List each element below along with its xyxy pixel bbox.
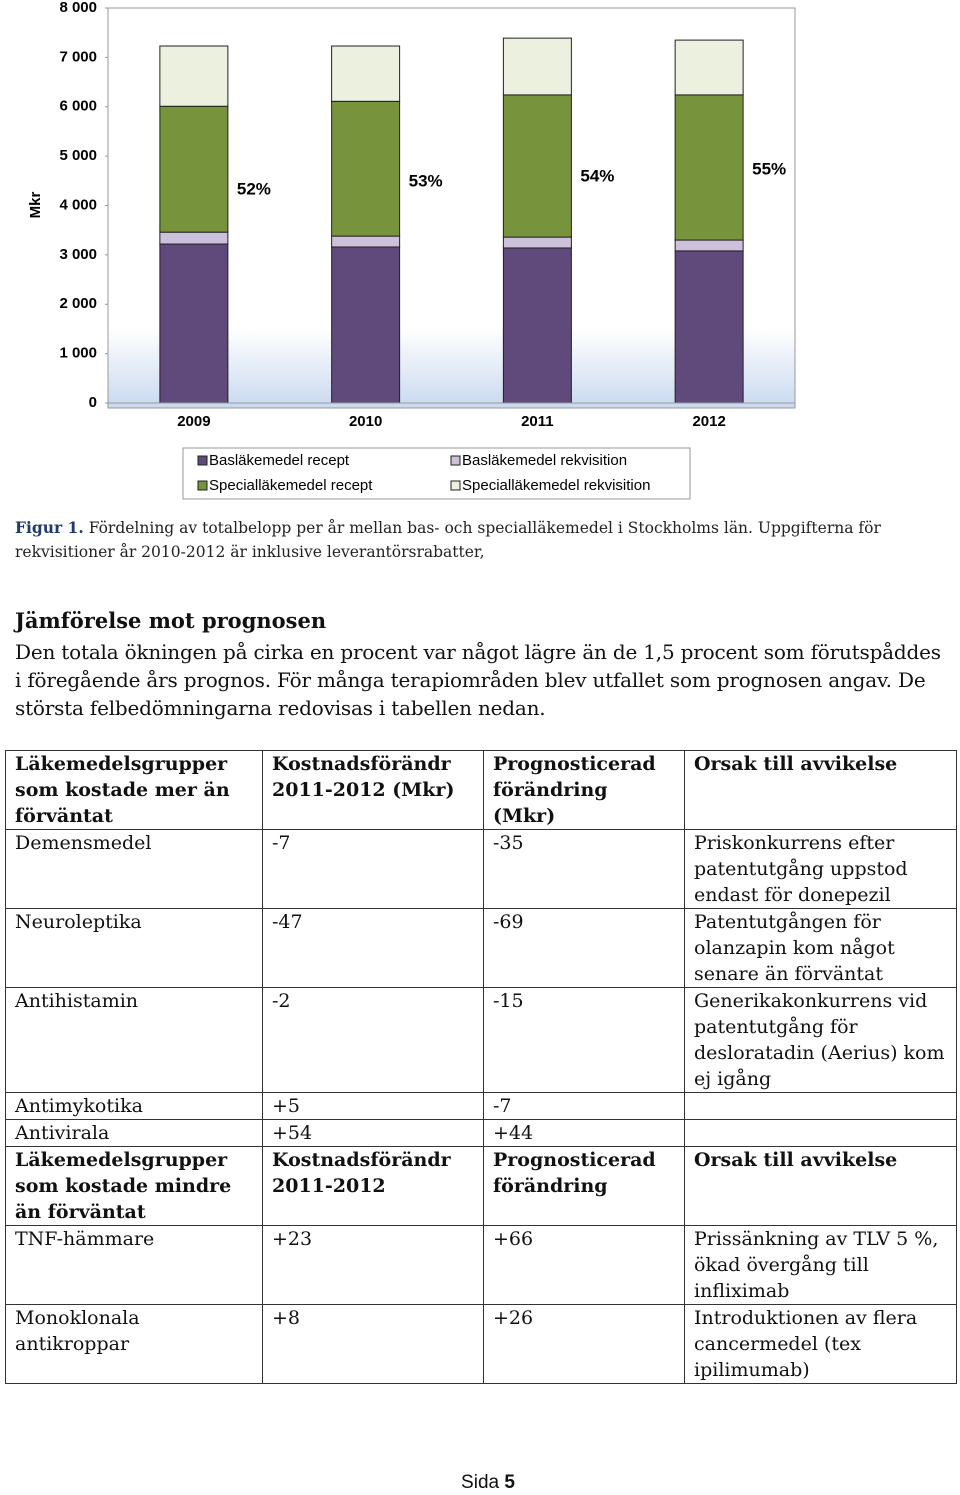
annotation: 55% xyxy=(752,159,786,178)
bar-segment xyxy=(502,247,572,404)
y-tick-label: 5 000 xyxy=(59,147,97,164)
bar-segment xyxy=(159,243,229,404)
table-cell: Demensmedel xyxy=(5,829,263,909)
bar-segment xyxy=(674,239,744,252)
table-cell: Antihistamin xyxy=(5,987,263,1093)
header-cell: Prognosticerad förändring xyxy=(483,1146,685,1226)
x-tick-label: 2011 xyxy=(521,413,554,430)
table-cell: +8 xyxy=(262,1304,484,1384)
annotation: 52% xyxy=(237,179,271,198)
y-tick-label: 1 000 xyxy=(59,345,97,362)
legend-swatch xyxy=(197,455,208,466)
page-number: 5 xyxy=(504,1472,515,1493)
x-tick-label: 2012 xyxy=(692,413,725,430)
y-tick-label: 3 000 xyxy=(59,246,97,263)
caption-label: Figur 1. xyxy=(15,518,84,537)
bar-segment xyxy=(331,246,401,404)
empty-cell xyxy=(684,1092,957,1120)
bar-segment xyxy=(674,39,744,96)
section-heading: Jämförelse mot prognosen xyxy=(15,608,327,633)
page-footer: Sida 5 xyxy=(0,1472,960,1494)
y-tick-label: 8 000 xyxy=(59,0,97,16)
header-cell: Kostnadsförändr 2011-2012 (Mkr) xyxy=(262,750,484,830)
table-cell: Priskonkurrens efter patentutgång uppsto… xyxy=(684,829,957,909)
table-cell: +44 xyxy=(483,1119,685,1147)
legend xyxy=(182,447,691,500)
annotation: 54% xyxy=(580,166,614,185)
table-cell: +23 xyxy=(262,1225,484,1305)
legend-swatch xyxy=(450,455,461,466)
table-cell: +26 xyxy=(483,1304,685,1384)
table-row: Antihistamin -2 -15 Generikakonkurrens vid … xyxy=(5,987,957,1093)
chart: Mkr 0 1 000 2 000 3 000 4 000 5 000 6 000 7 000… xyxy=(27,0,796,500)
table-cell: +54 xyxy=(262,1119,484,1147)
table-cell: Introduktionen av flera cancermedel (tex… xyxy=(684,1304,957,1384)
y-axis-label: Mkr xyxy=(27,192,44,219)
table-cell: Antimykotika xyxy=(5,1092,263,1120)
bar-segment xyxy=(502,37,572,96)
header-row: Läkemedelsgrupper som kostade mindre än … xyxy=(5,1146,957,1226)
bar-segment xyxy=(331,235,401,248)
table-cell: -7 xyxy=(262,829,484,909)
table-row: Antivirala +54 +44 xyxy=(5,1119,957,1147)
table-cell: +66 xyxy=(483,1225,685,1305)
table-cell: Neuroleptika xyxy=(5,908,263,988)
y-tick-label: 2 000 xyxy=(59,295,97,312)
header-cell: Läkemedelsgrupper som kostade mindre än … xyxy=(5,1146,263,1226)
bar-segment xyxy=(674,94,744,241)
footer-label: Sida xyxy=(461,1472,500,1493)
bar-segment xyxy=(159,231,229,245)
legend-swatch xyxy=(450,480,461,491)
annotation: 53% xyxy=(409,171,443,190)
header-cell: Läkemedelsgrupper som kostade mer än för… xyxy=(5,750,263,830)
figure-caption: Figur 1. Fördelning av totalbelopp per å… xyxy=(15,516,945,564)
bar-segment xyxy=(502,236,572,249)
bar-segment xyxy=(331,100,401,237)
bar-segment xyxy=(502,94,572,238)
table-cell: -35 xyxy=(483,829,685,909)
header-cell: Orsak till avvikelse xyxy=(684,750,957,830)
table-row: Antimykotika +5 -7 xyxy=(5,1092,957,1120)
y-tick-label: 4 000 xyxy=(59,196,97,213)
bar-segment xyxy=(159,105,229,233)
legend-label: Specialläkemedel rekvisition xyxy=(462,477,650,494)
legend-label: Basläkemedel rekvisition xyxy=(462,452,627,469)
deviation-table: Läkemedelsgrupper som kostade mer än för… xyxy=(5,750,957,1384)
legend-label: Basläkemedel recept xyxy=(209,452,350,469)
empty-cell xyxy=(684,1119,957,1147)
table-cell: +5 xyxy=(262,1092,484,1120)
table-cell: Monoklonala antikroppar xyxy=(5,1304,263,1384)
x-tick-label: 2010 xyxy=(349,413,382,430)
bar-segment xyxy=(331,45,401,102)
table-cell: Generikakonkurrens vid patentutgång för … xyxy=(684,987,957,1093)
table-cell: TNF-hämmare xyxy=(5,1225,263,1305)
header-cell: Kostnadsförändr 2011-2012 xyxy=(262,1146,484,1226)
y-tick-label: 7 000 xyxy=(59,48,97,65)
bar-segment xyxy=(674,250,744,404)
y-tick-label: 6 000 xyxy=(59,98,97,115)
table-row: TNF-hämmare +23 +66 Prissänkning av TLV 5 %… xyxy=(5,1225,957,1305)
table-cell: -47 xyxy=(262,908,484,988)
legend-label: Specialläkemedel recept xyxy=(209,477,373,494)
header-cell: Orsak till avvikelse xyxy=(684,1146,957,1226)
table-cell: -15 xyxy=(483,987,685,1093)
section-paragraph: Den totala ökningen på cirka en procent … xyxy=(15,640,941,720)
table-row: Neuroleptika -47 -69 Patentutgången för ola… xyxy=(5,908,957,988)
table-row: Monoklonala antikroppar +8 +26 Introduktion… xyxy=(5,1304,957,1384)
table-cell: -2 xyxy=(262,987,484,1093)
table-cell: -69 xyxy=(483,908,685,988)
table-cell: -7 xyxy=(483,1092,685,1120)
bar-segment xyxy=(159,45,229,107)
caption-text: Fördelning av totalbelopp per år mellan … xyxy=(15,519,881,561)
table-cell: Antivirala xyxy=(5,1119,263,1147)
table-cell: Patentutgången för olanzapin kom något s… xyxy=(684,908,957,988)
x-tick-label: 2009 xyxy=(177,413,210,430)
table-row: Demensmedel -7 -35 Priskonkurrens efter pat… xyxy=(5,829,957,909)
legend-swatch xyxy=(197,480,208,491)
y-tick-label: 0 xyxy=(89,394,97,411)
header-row: Läkemedelsgrupper som kostade mer än för… xyxy=(5,750,957,830)
table-cell: Prissänkning av TLV 5 %, ökad övergång t… xyxy=(684,1225,957,1305)
header-cell: Prognosticerad förändring (Mkr) xyxy=(483,750,685,830)
